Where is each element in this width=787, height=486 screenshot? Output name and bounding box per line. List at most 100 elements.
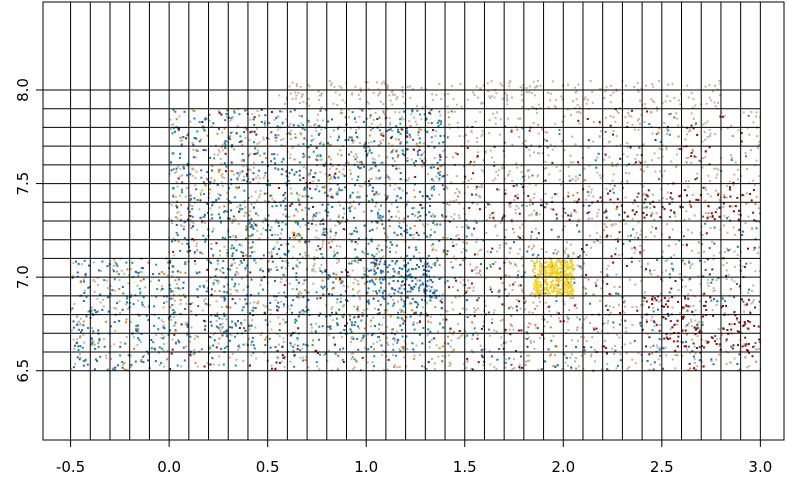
data-point-background-points <box>678 312 681 315</box>
data-point-background-points <box>176 185 179 188</box>
data-point-blue <box>390 215 393 218</box>
data-point-blue <box>287 242 290 245</box>
data-point-background-points <box>300 309 303 312</box>
data-point-teal <box>387 302 390 305</box>
data-point-background-points <box>288 282 291 285</box>
data-point-blue <box>225 335 228 338</box>
data-point-background-points <box>180 224 182 227</box>
data-point-teal <box>253 141 255 144</box>
data-point-orange <box>512 228 514 230</box>
data-point-teal <box>453 277 456 279</box>
data-point-blue <box>681 206 684 209</box>
data-point-blue <box>405 296 408 299</box>
data-point-dark-red <box>606 234 609 237</box>
data-point-dark-red <box>694 178 697 181</box>
data-point-background-points <box>397 186 400 189</box>
data-point-background-points <box>281 360 284 363</box>
data-point-blue <box>211 204 214 207</box>
data-point-background-points <box>546 306 549 309</box>
data-point-blue <box>277 221 280 224</box>
data-point-blue <box>417 303 420 306</box>
data-point-background-points <box>747 215 750 218</box>
data-point-background-points <box>431 358 433 360</box>
data-point-background-points <box>495 170 498 173</box>
data-point-teal <box>366 153 369 156</box>
data-point-background-points <box>659 292 662 295</box>
data-point-background-points <box>162 324 165 327</box>
data-point-background-points <box>472 164 475 167</box>
data-point-teal <box>578 174 581 177</box>
data-point-blue <box>387 176 390 179</box>
data-point-dark-red <box>515 350 517 353</box>
data-point-background-points <box>395 98 398 101</box>
data-point-dark-red <box>218 112 221 115</box>
data-point-background-points <box>176 217 179 220</box>
data-point-blue <box>400 275 403 278</box>
data-point-background-points <box>604 339 607 342</box>
data-point-background-points <box>338 125 341 128</box>
data-point-dark-red <box>209 363 212 366</box>
data-point-background-points <box>282 138 285 141</box>
data-point-blue <box>482 239 485 242</box>
data-point-teal <box>241 208 244 210</box>
data-point-background-points <box>541 127 544 130</box>
data-point-dark-red <box>499 277 502 280</box>
data-point-orange <box>527 326 530 329</box>
data-point-background-points <box>425 88 427 91</box>
data-point-background-points <box>360 90 362 93</box>
data-point-teal <box>342 316 345 319</box>
data-point-teal <box>150 347 153 350</box>
data-point-blue <box>307 222 310 225</box>
data-point-background-points <box>569 179 572 182</box>
data-point-orange <box>250 203 253 206</box>
data-point-background-points <box>515 205 518 207</box>
data-point-blue <box>411 110 414 113</box>
data-point-background-points <box>219 270 222 273</box>
data-point-background-points <box>606 363 609 366</box>
data-point-teal <box>619 323 621 326</box>
data-point-background-points <box>356 291 359 294</box>
data-point-blue <box>226 329 229 332</box>
data-point-blue <box>288 132 291 135</box>
data-point-background-points <box>536 305 539 308</box>
data-point-background-points <box>616 333 619 336</box>
data-point-background-points <box>336 104 339 106</box>
data-point-blue <box>245 302 248 305</box>
data-point-blue <box>504 288 507 291</box>
data-point-background-points <box>298 114 301 117</box>
data-point-background-points <box>532 301 535 304</box>
data-point-blue <box>177 339 180 342</box>
data-point-blue <box>377 169 380 172</box>
data-point-orange <box>97 342 100 345</box>
data-point-background-points <box>426 301 429 304</box>
data-point-background-points <box>523 179 526 182</box>
data-point-background-points <box>734 233 737 236</box>
data-point-teal <box>311 344 314 347</box>
data-point-teal <box>181 191 183 194</box>
data-point-background-points <box>738 264 741 267</box>
data-point-blue <box>310 197 313 200</box>
data-point-teal <box>157 328 160 331</box>
data-point-background-points <box>577 365 580 368</box>
data-point-background-points <box>622 153 625 156</box>
data-point-background-points <box>450 339 453 342</box>
data-point-background-points <box>688 180 690 183</box>
data-point-blue <box>174 341 177 344</box>
data-point-teal <box>595 166 598 169</box>
data-point-teal <box>253 123 256 126</box>
data-point-blue <box>407 268 410 271</box>
data-point-blue <box>279 237 281 240</box>
data-point-blue <box>79 345 82 348</box>
data-point-blue <box>424 213 427 216</box>
data-point-orange <box>707 212 710 215</box>
data-point-blue <box>263 192 266 195</box>
data-point-background-points <box>651 83 654 86</box>
data-point-background-points <box>575 307 578 310</box>
data-point-background-points <box>369 325 372 328</box>
data-point-dark-red <box>302 177 305 179</box>
data-point-background-points <box>485 231 488 234</box>
data-point-blue <box>376 247 379 250</box>
data-point-orange <box>400 311 403 314</box>
data-point-teal <box>409 227 412 230</box>
data-point-blue <box>381 270 384 273</box>
